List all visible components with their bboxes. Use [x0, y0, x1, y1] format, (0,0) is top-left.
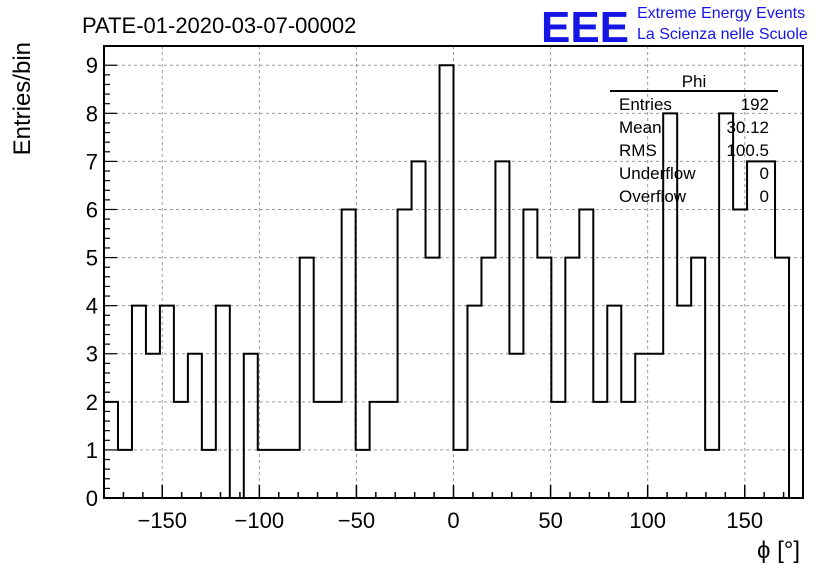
stat-value-entries: 192 [741, 95, 769, 114]
x-tick-label: −50 [338, 508, 375, 533]
stat-value-overflow: 0 [760, 187, 769, 206]
stat-value-rms: 100.5 [726, 141, 769, 160]
x-tick-label: 0 [447, 508, 459, 533]
x-tick-label: −150 [137, 508, 187, 533]
y-tick-label: 4 [86, 294, 98, 319]
y-axis-label: Entries/bin [9, 42, 36, 155]
x-tick-label: 50 [538, 508, 562, 533]
stat-value-mean: 30.12 [726, 118, 769, 137]
logo-line-2: La Scienza nelle Scuole [637, 26, 808, 43]
x-tick-label: 150 [726, 508, 763, 533]
y-tick-label: 6 [86, 197, 98, 222]
stats-box: Phi Entries 192 Mean 30.12 RMS 100.5 Und… [610, 72, 778, 206]
y-tick-label: 1 [86, 438, 98, 463]
x-axis-label: ϕ [°] [757, 537, 800, 564]
logo-line-1: Extreme Energy Events [637, 5, 805, 22]
stat-label-overflow: Overflow [619, 187, 687, 206]
stat-label-underflow: Underflow [619, 164, 696, 183]
y-tick-label: 5 [86, 246, 98, 271]
stats-box-title: Phi [682, 72, 707, 91]
x-axis-ticks: −150 −100 −50 0 50 100 150 [103, 485, 804, 533]
stat-value-underflow: 0 [760, 164, 769, 183]
chart-title: PATE-01-2020-03-07-00002 [82, 13, 356, 38]
eee-logo-mark: EEE [541, 3, 629, 52]
y-tick-label: 9 [86, 53, 98, 78]
y-tick-label: 3 [86, 342, 98, 367]
stat-label-mean: Mean [619, 118, 662, 137]
y-tick-label: 2 [86, 390, 98, 415]
y-tick-label: 7 [86, 149, 98, 174]
x-tick-label: −100 [235, 508, 285, 533]
histogram-outline [103, 64, 791, 499]
y-tick-label: 8 [86, 101, 98, 126]
stat-label-rms: RMS [619, 141, 657, 160]
stat-label-entries: Entries [619, 95, 672, 114]
eee-logo: EEE Extreme Energy Events La Scienza nel… [541, 3, 808, 52]
y-axis-ticks: 0 1 2 3 4 5 6 7 8 9 [86, 53, 117, 511]
y-tick-label: 0 [86, 486, 98, 511]
x-tick-label: 100 [629, 508, 666, 533]
